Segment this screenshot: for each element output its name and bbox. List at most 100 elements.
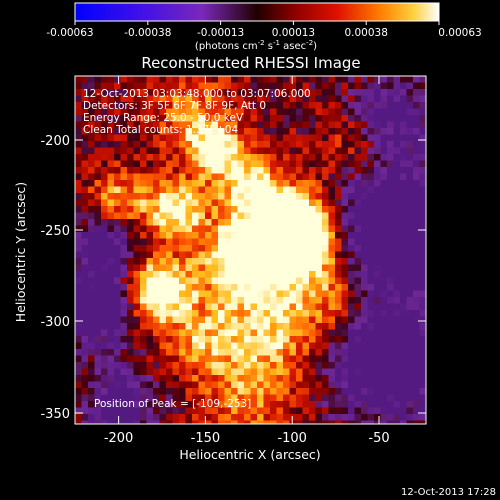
image-pixel [185, 271, 193, 278]
image-pixel [374, 108, 381, 116]
image-pixel [309, 76, 316, 83]
image-pixel [114, 297, 121, 304]
image-pixel [328, 102, 336, 109]
image-pixel [127, 180, 134, 187]
image-pixel [159, 303, 167, 311]
image-pixel [133, 258, 141, 265]
image-pixel [114, 303, 121, 311]
image-pixel [348, 206, 355, 213]
image-pixel [270, 219, 277, 226]
image-pixel [133, 303, 141, 311]
image-pixel [387, 420, 394, 424]
image-pixel [328, 180, 336, 187]
image-pixel [322, 219, 329, 226]
image-pixel [367, 264, 375, 272]
image-pixel [354, 167, 362, 174]
image-pixel [367, 310, 375, 317]
image-pixel [224, 394, 232, 402]
image-pixel [75, 160, 82, 168]
image-pixel [309, 102, 316, 109]
image-pixel [211, 329, 219, 337]
image-pixel [172, 277, 180, 285]
image-pixel [387, 381, 394, 389]
image-pixel [387, 128, 394, 135]
image-pixel [133, 355, 141, 363]
image-pixel [322, 388, 329, 395]
image-pixel [75, 310, 82, 317]
image-pixel [250, 420, 258, 424]
image-pixel [413, 128, 420, 135]
image-pixel [263, 264, 271, 272]
image-pixel [276, 232, 284, 239]
image-pixel [153, 180, 160, 187]
image-pixel [302, 336, 310, 343]
image-pixel [107, 154, 115, 161]
image-pixel [192, 316, 199, 324]
image-pixel [107, 186, 115, 194]
image-pixel [361, 245, 368, 252]
image-pixel [354, 82, 362, 90]
image-pixel [133, 394, 141, 402]
image-pixel [257, 225, 264, 233]
image-pixel [94, 199, 102, 207]
image-pixel [75, 375, 82, 382]
image-pixel [367, 271, 375, 278]
image-pixel [413, 303, 420, 311]
image-pixel [133, 76, 141, 83]
image-pixel [309, 82, 316, 90]
image-pixel [81, 199, 89, 207]
image-pixel [270, 375, 277, 382]
image-pixel [120, 316, 128, 324]
image-pixel [419, 316, 426, 324]
image-pixel [166, 264, 173, 272]
image-pixel [244, 245, 251, 252]
image-pixel [309, 147, 316, 155]
image-pixel [289, 388, 297, 395]
image-pixel [270, 245, 277, 252]
image-pixel [406, 108, 414, 116]
image-pixel [166, 342, 173, 350]
image-pixel [309, 212, 316, 220]
image-pixel [179, 375, 186, 382]
image-pixel [75, 277, 82, 285]
image-pixel [133, 180, 141, 187]
image-pixel [348, 323, 355, 330]
image-pixel [328, 173, 336, 181]
image-pixel [114, 180, 121, 187]
image-pixel [94, 388, 102, 395]
image-pixel [322, 206, 329, 213]
image-pixel [140, 284, 147, 291]
image-pixel [354, 199, 362, 207]
image-pixel [322, 89, 329, 96]
image-pixel [101, 154, 108, 161]
image-pixel [276, 186, 284, 194]
image-pixel [205, 303, 212, 311]
image-pixel [192, 271, 199, 278]
image-pixel [192, 206, 199, 213]
image-pixel [153, 355, 160, 363]
image-pixel [302, 115, 310, 122]
image-pixel [81, 323, 89, 330]
image-pixel [341, 76, 349, 83]
image-pixel [244, 329, 251, 337]
image-pixel [140, 375, 147, 382]
image-pixel [237, 173, 245, 181]
image-pixel [400, 342, 407, 350]
image-pixel [315, 362, 323, 369]
image-pixel [276, 375, 284, 382]
image-pixel [172, 212, 180, 220]
image-pixel [81, 349, 89, 356]
image-pixel [406, 342, 414, 350]
image-pixel [296, 238, 303, 246]
image-pixel [114, 394, 121, 402]
image-pixel [406, 284, 414, 291]
image-pixel [367, 368, 375, 376]
image-pixel [354, 303, 362, 311]
image-pixel [322, 134, 329, 142]
image-pixel [133, 89, 141, 96]
image-pixel [205, 167, 212, 174]
image-pixel [374, 310, 381, 317]
image-pixel [419, 394, 426, 402]
image-pixel [361, 128, 368, 135]
image-pixel [94, 76, 102, 83]
